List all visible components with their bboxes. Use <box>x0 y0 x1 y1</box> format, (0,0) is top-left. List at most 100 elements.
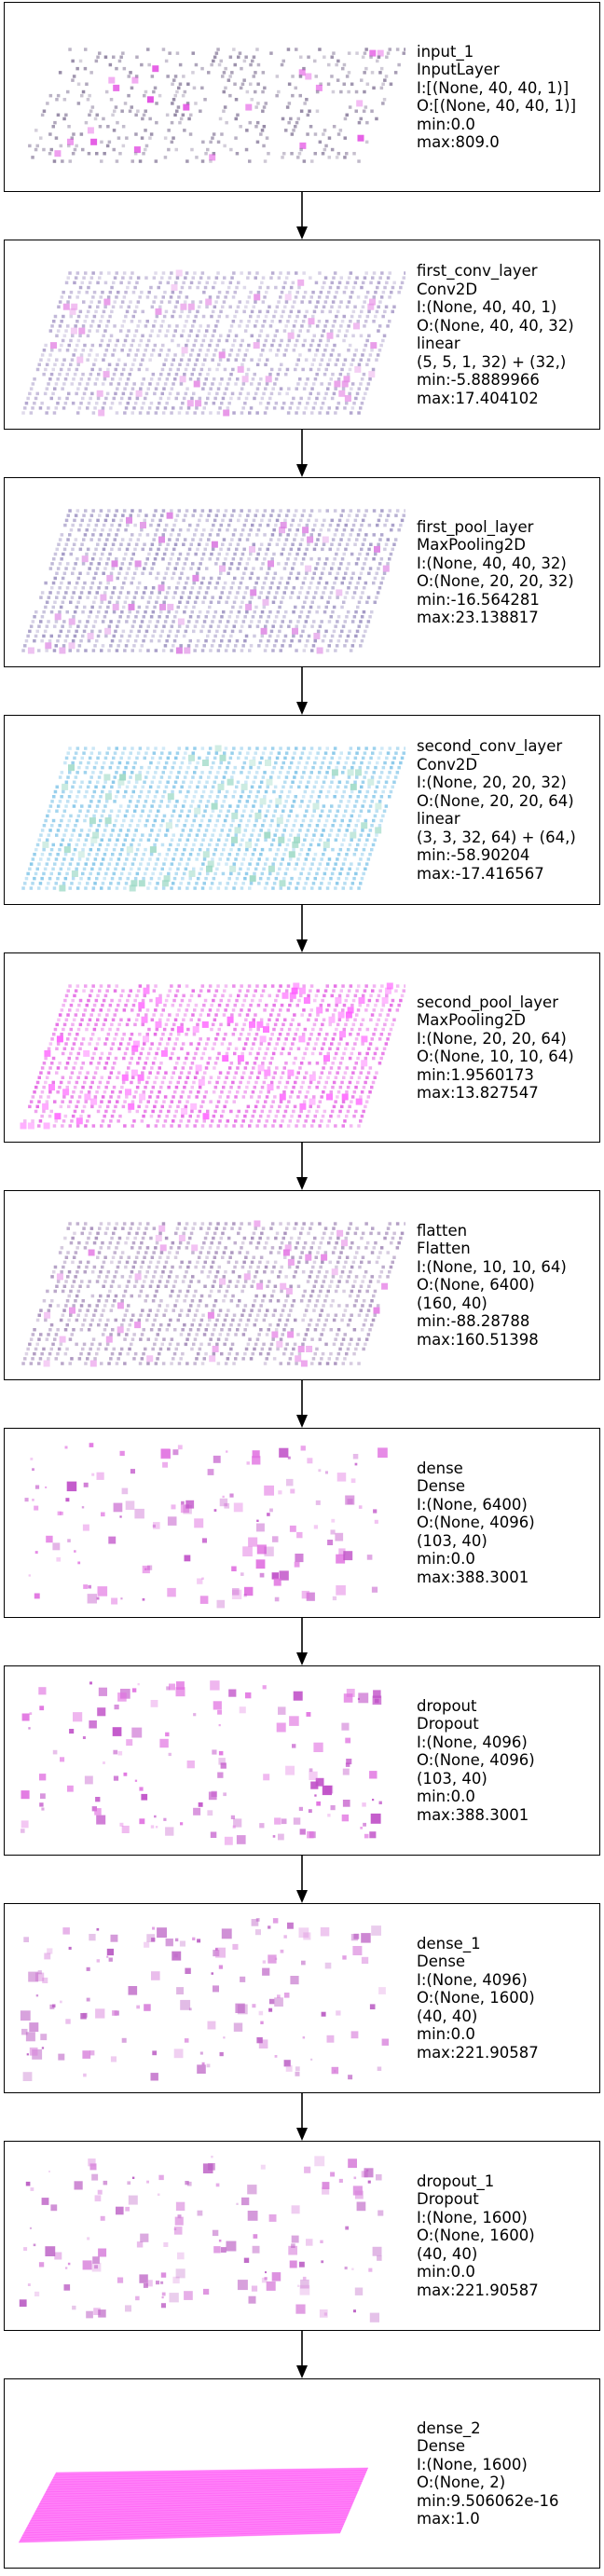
activation-cell <box>248 600 252 604</box>
activation-cell <box>259 132 263 136</box>
activation-cell <box>211 1047 215 1050</box>
activation-cell <box>314 75 318 78</box>
activation-cell <box>144 586 147 590</box>
activation-cell <box>299 1085 304 1089</box>
activation-cell <box>62 809 67 813</box>
activation-cell <box>212 760 215 765</box>
activation-cell <box>276 634 280 638</box>
activation-cell <box>53 1100 57 1103</box>
activation-cell <box>327 136 332 140</box>
activation-cell <box>127 1018 130 1021</box>
activation-cell <box>240 552 245 556</box>
activation-cell <box>123 1051 128 1056</box>
activation-cell <box>309 1080 313 1085</box>
activation-cell <box>238 349 241 352</box>
activation-cell <box>333 343 336 348</box>
activation-cell <box>63 853 68 856</box>
activation-cell <box>281 809 285 813</box>
activation-cell <box>347 824 350 828</box>
activation-cell <box>73 372 77 377</box>
activation-cell <box>338 1085 343 1089</box>
activation-cell <box>199 324 202 328</box>
activation-cell <box>135 871 140 876</box>
activation-cell <box>336 596 339 599</box>
activation-cell <box>264 1076 268 1079</box>
activation-cell <box>176 1026 184 1034</box>
activation-cell <box>179 358 184 362</box>
activation-cell <box>356 818 360 823</box>
layer-visualization <box>21 745 405 892</box>
activation-cell <box>69 1076 73 1079</box>
activation-cell <box>135 610 140 614</box>
activation-cell <box>130 867 133 871</box>
activation-cell <box>248 411 252 415</box>
activation-cell <box>286 557 290 561</box>
activation-cell <box>48 93 53 98</box>
activation-cell <box>219 334 223 337</box>
activation-cell <box>315 1085 319 1089</box>
activation-cell <box>76 1100 80 1103</box>
activation-cell <box>372 509 377 513</box>
activation-cell <box>130 581 133 585</box>
activation-cell <box>366 833 371 837</box>
activation-cell <box>333 557 336 561</box>
activation-cell <box>185 814 190 818</box>
activation-cell <box>365 600 369 604</box>
activation-cell <box>74 824 77 828</box>
activation-cell <box>93 1095 98 1099</box>
activation-cell <box>223 367 227 372</box>
activation-cell <box>132 382 136 386</box>
activation-cell <box>260 129 265 132</box>
activation-cell <box>70 382 74 386</box>
activation-cell <box>359 1071 363 1075</box>
activation-cell <box>341 862 346 866</box>
activation-cell <box>61 576 65 581</box>
activation-cell <box>349 795 352 799</box>
activation-cell <box>323 824 327 828</box>
activation-cell <box>108 789 112 794</box>
activation-cell <box>204 876 208 881</box>
activation-cell <box>87 853 91 856</box>
activation-cell <box>101 644 105 648</box>
activation-cell <box>57 542 61 546</box>
activation-cell <box>273 1022 278 1027</box>
activation-cell <box>121 867 126 871</box>
activation-cell <box>243 1042 248 1046</box>
activation-cell <box>332 51 336 55</box>
activation-cell <box>206 1037 211 1041</box>
activation-cell <box>128 824 132 828</box>
activation-cell <box>262 144 266 148</box>
activation-cell <box>55 1047 59 1050</box>
activation-cell <box>321 785 324 789</box>
activation-cell <box>252 518 256 523</box>
activation-cell <box>385 756 389 760</box>
activation-cell <box>375 1071 378 1075</box>
activation-cell <box>153 867 157 871</box>
activation-cell <box>183 324 187 328</box>
activation-cell <box>159 300 164 304</box>
activation-cell <box>255 411 259 415</box>
activation-cell <box>229 396 233 401</box>
activation-cell <box>269 538 273 541</box>
activation-cell <box>223 989 226 993</box>
activation-cell <box>198 756 201 760</box>
activation-cell <box>284 372 288 377</box>
activation-cell <box>359 406 363 410</box>
activation-cell <box>122 818 126 823</box>
activation-cell <box>31 156 34 159</box>
layer-detail: I:[(None, 40, 40, 1)] <box>417 78 570 97</box>
activation-cell <box>346 1085 350 1089</box>
layer-name: input_1 <box>417 42 474 61</box>
activation-cell <box>186 528 190 532</box>
activation-cell <box>247 343 251 348</box>
activation-cell <box>121 514 125 517</box>
activation-cell <box>192 795 197 799</box>
activation-cell <box>283 281 287 285</box>
activation-cell <box>302 862 307 866</box>
activation-cell <box>106 1080 110 1085</box>
activation-cell <box>172 98 176 102</box>
activation-cell <box>287 314 292 319</box>
activation-cell <box>268 349 272 352</box>
activation-cell <box>171 102 174 105</box>
activation-cell <box>197 591 200 595</box>
